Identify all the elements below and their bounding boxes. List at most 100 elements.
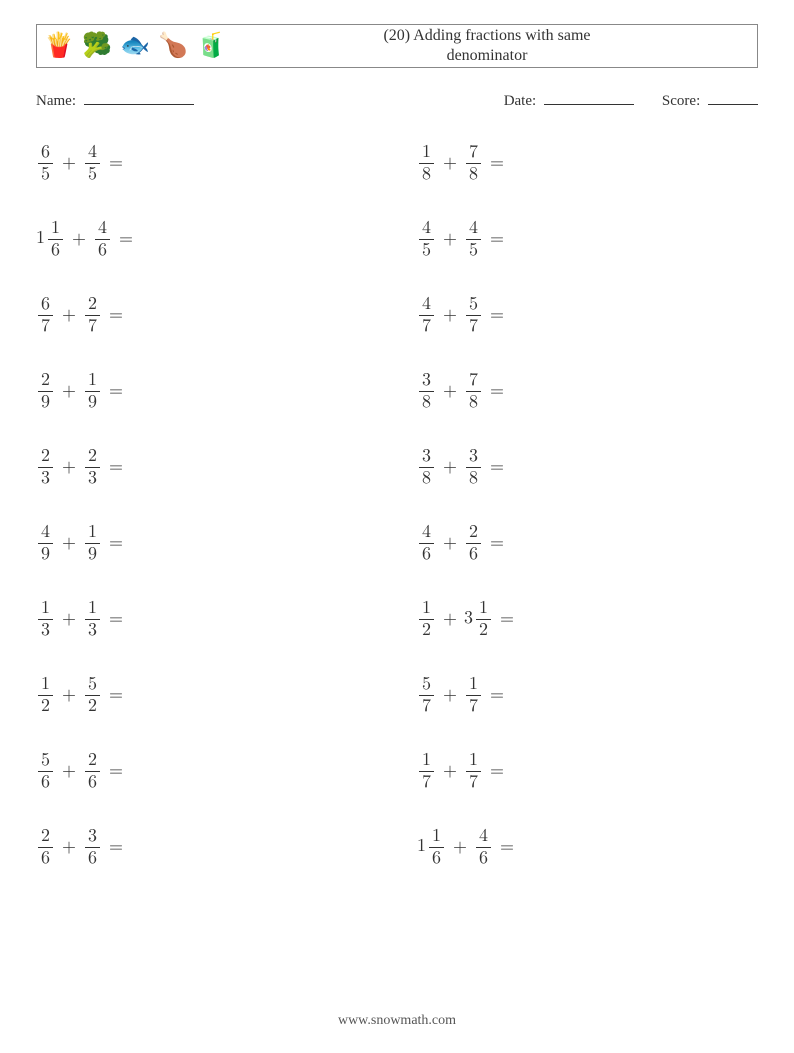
worksheet-title: (20) Adding fractions with same denomina… [225, 24, 749, 68]
problem-c2-6: 12+312= [417, 594, 758, 644]
plus-sign: + [443, 152, 457, 174]
numerator: 1 [419, 143, 434, 163]
fraction: 38 [419, 371, 434, 412]
problem-c2-4: 38+38= [417, 442, 758, 492]
fraction: 26 [466, 523, 481, 564]
plus-sign: + [72, 228, 86, 250]
numerator: 4 [85, 143, 100, 163]
problem-c2-0: 18+78= [417, 138, 758, 188]
problems-grid: 65+45=18+78=116+46=45+45=67+27=47+57=29+… [36, 138, 758, 872]
numerator: 5 [466, 295, 481, 315]
fraction: 16 [48, 219, 63, 260]
fraction: 26 [85, 751, 100, 792]
numerator: 4 [466, 219, 481, 239]
fraction: 27 [85, 295, 100, 336]
fraction: 46 [476, 827, 491, 868]
fries-icon: 🍟 [45, 32, 73, 60]
fraction: 12 [38, 675, 53, 716]
equals-sign: = [109, 456, 123, 478]
fraction: 47 [419, 295, 434, 336]
numerator: 6 [38, 295, 53, 315]
denominator: 3 [85, 619, 100, 640]
denominator: 6 [85, 771, 100, 792]
numerator: 4 [419, 523, 434, 543]
fraction: 23 [38, 447, 53, 488]
problem-c1-3: 29+19= [36, 366, 377, 416]
equals-sign: = [109, 608, 123, 630]
problem-c1-1: 116+46= [36, 214, 377, 264]
numerator: 5 [38, 751, 53, 771]
numerator: 3 [85, 827, 100, 847]
mixed-whole: 1 [417, 837, 426, 855]
numerator: 1 [38, 675, 53, 695]
header-box: 🍟 🥦 🐟 🍗 🧃 (20) Adding fractions with sam… [36, 24, 758, 68]
score-label: Score: [662, 93, 700, 109]
fraction: 45 [466, 219, 481, 260]
numerator: 6 [38, 143, 53, 163]
title-line-1: (20) Adding fractions with same [225, 26, 749, 46]
numerator: 5 [85, 675, 100, 695]
denominator: 6 [48, 239, 63, 260]
fraction: 65 [38, 143, 53, 184]
name-label: Name: [36, 93, 76, 109]
fraction: 26 [38, 827, 53, 868]
problem-c2-9: 116+46= [417, 822, 758, 872]
numerator: 1 [419, 599, 434, 619]
problem-c2-7: 57+17= [417, 670, 758, 720]
plus-sign: + [62, 532, 76, 554]
numerator: 1 [85, 523, 100, 543]
denominator: 9 [38, 391, 53, 412]
broccoli-icon: 🥦 [83, 32, 111, 60]
problem-c1-9: 26+36= [36, 822, 377, 872]
denominator: 9 [38, 543, 53, 564]
numerator: 2 [38, 447, 53, 467]
denominator: 7 [466, 695, 481, 716]
fraction: 18 [419, 143, 434, 184]
numerator: 2 [466, 523, 481, 543]
score-blank[interactable] [708, 90, 758, 105]
fraction: 19 [85, 371, 100, 412]
problem-c1-4: 23+23= [36, 442, 377, 492]
date-blank[interactable] [544, 90, 634, 105]
numerator: 1 [419, 751, 434, 771]
fraction: 36 [85, 827, 100, 868]
plus-sign: + [453, 836, 467, 858]
numerator: 3 [419, 371, 434, 391]
equals-sign: = [109, 152, 123, 174]
fraction: 17 [466, 751, 481, 792]
problem-c2-8: 17+17= [417, 746, 758, 796]
fraction: 57 [466, 295, 481, 336]
problem-c1-2: 67+27= [36, 290, 377, 340]
name-blank[interactable] [84, 90, 194, 105]
denominator: 5 [85, 163, 100, 184]
fraction: 46 [95, 219, 110, 260]
fraction: 29 [38, 371, 53, 412]
numerator: 2 [85, 751, 100, 771]
numerator: 4 [419, 295, 434, 315]
plus-sign: + [62, 608, 76, 630]
mixed-whole: 3 [464, 609, 473, 627]
date-label: Date: [504, 93, 536, 109]
plus-sign: + [443, 456, 457, 478]
numerator: 1 [85, 599, 100, 619]
denominator: 3 [38, 619, 53, 640]
plus-sign: + [443, 608, 457, 630]
header-icons: 🍟 🥦 🐟 🍗 🧃 [45, 32, 225, 60]
numerator: 1 [429, 827, 444, 847]
denominator: 7 [466, 771, 481, 792]
fraction: 49 [38, 523, 53, 564]
numerator: 4 [38, 523, 53, 543]
fraction: 23 [85, 447, 100, 488]
equals-sign: = [490, 228, 504, 250]
plus-sign: + [443, 532, 457, 554]
equals-sign: = [490, 304, 504, 326]
fraction: 13 [38, 599, 53, 640]
numerator: 2 [85, 295, 100, 315]
denominator: 6 [466, 543, 481, 564]
denominator: 3 [85, 467, 100, 488]
plus-sign: + [443, 684, 457, 706]
plus-sign: + [62, 760, 76, 782]
numerator: 2 [38, 371, 53, 391]
equals-sign: = [500, 836, 514, 858]
equals-sign: = [109, 760, 123, 782]
